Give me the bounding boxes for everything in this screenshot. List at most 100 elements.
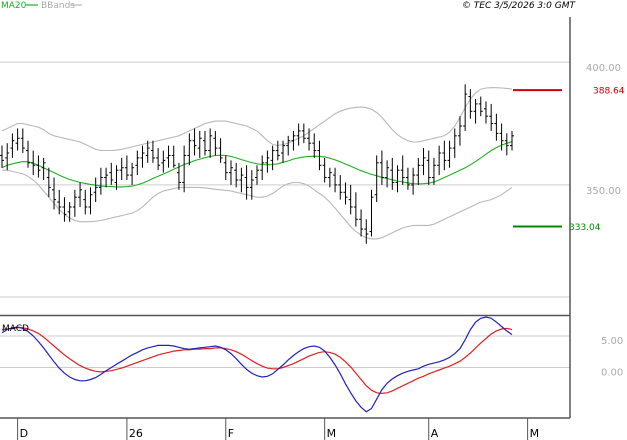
x-tick-label-0: D [20,427,28,440]
ohlc-bar-45 [234,162,239,188]
ohlc-bar-27 [140,145,145,168]
ohlc-bar-18 [93,177,98,203]
ohlc-bar-50 [260,155,265,180]
ohlc-bar-51 [265,150,270,173]
ohlc-bar-55 [286,135,291,156]
ohlc-bar-79 [411,167,416,195]
ohlc-bar-84 [437,145,442,176]
ohlc-bar-2 [10,133,15,158]
grid [0,17,571,419]
price-bars [0,84,514,244]
ohlc-bar-34 [176,162,181,190]
ohlc-bar-3 [15,128,20,151]
ohlc-bar-89 [463,84,468,131]
ohlc-bar-38 [197,130,202,158]
price-tick-label-1: 350.00 [586,186,621,197]
ohlc-bar-87 [452,128,457,158]
ohlc-bar-15 [78,182,83,207]
ohlc-bar-67 [348,184,353,215]
ohlc-bar-77 [400,155,405,185]
ohlc-bar-0 [0,145,4,168]
ohlc-bar-90 [468,89,473,119]
ohlc-bar-23 [119,157,124,180]
ohlc-bar-81 [421,148,426,176]
ohlc-bar-12 [62,197,67,222]
ohlc-bar-19 [98,167,103,195]
price-levels: 388.64 333.04 [513,87,625,233]
ohlc-bar-13 [67,202,72,222]
level-label-support: 333.04 [569,223,601,233]
ohlc-bar-64 [333,167,338,193]
ohlc-bar-85 [442,140,447,171]
ohlc-bar-6 [31,150,36,176]
ohlc-bar-47 [244,165,249,200]
ohlc-bar-46 [239,167,244,193]
ohlc-bar-63 [327,167,332,188]
ohlc-bar-96 [499,123,504,151]
ohlc-bar-72 [374,155,379,203]
ohlc-bar-54 [281,140,286,163]
ohlc-bar-10 [52,177,57,210]
ohlc-bar-17 [88,187,93,215]
ohlc-bar-24 [124,155,129,180]
ohlc-bar-1 [5,143,10,171]
macd-signal-line [1,327,513,395]
ohlc-bar-31 [161,150,166,173]
ohlc-bar-93 [483,101,488,124]
ohlc-bar-26 [135,150,140,176]
x-tick-label-4: A [431,427,439,440]
ohlc-bar-76 [395,165,400,193]
legend-ma20: MA20 [1,1,27,11]
ohlc-bar-94 [489,103,494,131]
copyright-label: © TEC 3/5/2026 3:0 GMT [462,1,577,11]
ohlc-bar-8 [41,157,46,180]
ohlc-bar-70 [364,219,369,244]
ohlc-bar-73 [379,150,384,185]
ohlc-bar-29 [150,140,155,163]
ohlc-bar-30 [156,148,161,171]
x-tick-label-5: M [530,427,540,440]
ohlc-bar-80 [416,157,421,185]
ohlc-bar-78 [405,167,410,190]
ohlc-bar-44 [228,160,233,185]
ohlc-bar-9 [46,167,51,198]
x-tick-label-2: F [228,427,234,440]
ohlc-bar-61 [317,140,322,171]
ohlc-bar-33 [171,145,176,168]
ohlc-bar-16 [83,189,88,215]
ohlc-bar-53 [275,140,280,161]
ohlc-bar-71 [369,189,374,237]
ohlc-bar-14 [72,189,77,217]
ohlc-bar-37 [192,128,197,156]
ohlc-bar-57 [296,123,301,146]
ohlc-bar-22 [114,165,119,190]
ohlc-bar-42 [218,138,223,163]
ohlc-bar-52 [270,145,275,171]
macd-lines [1,316,513,413]
ohlc-bar-95 [494,113,499,141]
moving-average [1,141,513,188]
ohlc-bar-60 [312,133,317,158]
ohlc-bar-35 [182,145,187,193]
ohlc-bar-39 [202,130,207,156]
macd-line [1,316,513,413]
ohlc-bar-59 [307,128,312,151]
ohlc-bar-74 [385,160,390,188]
ohlc-bar-56 [291,130,296,151]
ohlc-bar-97 [504,133,509,156]
price-tick-label-0: 400.00 [586,63,621,74]
ohlc-bar-32 [166,145,171,168]
ohlc-bar-98 [510,130,514,151]
ohlc-bar-25 [130,162,135,185]
macd-tick-label-1: 0.00 [601,368,623,379]
ohlc-bar-69 [359,209,364,237]
ohlc-bar-82 [426,150,431,185]
ohlc-bar-21 [109,162,114,185]
ohlc-bar-48 [249,170,254,200]
ohlc-bar-92 [478,96,483,117]
ohlc-bar-4 [20,128,25,153]
ohlc-bar-5 [26,140,31,168]
level-label-resistance: 388.64 [593,87,625,97]
ohlc-bar-43 [223,155,228,180]
